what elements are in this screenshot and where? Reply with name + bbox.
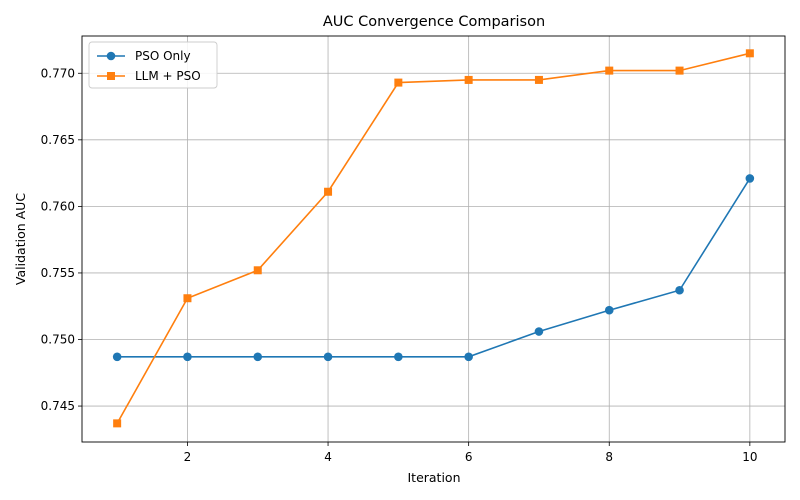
- data-point: [183, 352, 192, 362]
- series-line: [117, 178, 751, 358]
- x-tick-label: 2: [184, 450, 192, 464]
- data-point: [324, 187, 333, 196]
- data-point: [534, 75, 543, 84]
- data-point: [534, 327, 544, 336]
- data-point: [675, 66, 684, 75]
- chart-title: AUC Convergence Comparison: [323, 14, 545, 30]
- data-point: [253, 352, 263, 362]
- data-point: [464, 75, 473, 84]
- legend-marker: [106, 51, 116, 61]
- data-point: [112, 352, 122, 362]
- legend: PSO Only LLM + PSO: [88, 41, 218, 89]
- y-tick-label: 0.760: [41, 199, 75, 213]
- legend-label: PSO Only: [135, 49, 191, 63]
- data-point: [394, 78, 403, 87]
- data-point: [745, 49, 754, 58]
- data-point: [464, 352, 473, 362]
- y-tick-label: 0.745: [41, 399, 75, 413]
- data-point: [253, 266, 262, 275]
- y-axis-title: Validation AUC: [13, 193, 28, 285]
- data-point: [113, 419, 122, 428]
- ticks: 2 4 6 8 10 0.745 0.750 0.755 0.760 0.765 0.770: [41, 66, 758, 464]
- y-tick-label: 0.765: [41, 133, 75, 147]
- series-0: [112, 174, 755, 362]
- data-point: [183, 294, 192, 303]
- series-layer: [112, 49, 755, 428]
- legend-item: LLM + PSO: [97, 69, 201, 83]
- x-axis-title: Iteration: [407, 470, 460, 485]
- x-tick-label: 4: [324, 450, 332, 464]
- x-tick-label: 10: [742, 450, 757, 464]
- data-point: [394, 352, 403, 362]
- x-tick-label: 8: [605, 450, 613, 464]
- y-tick-label: 0.750: [41, 333, 75, 347]
- data-point: [675, 285, 684, 295]
- legend-item: PSO Only: [97, 49, 191, 63]
- series-line: [116, 52, 751, 424]
- y-tick-label: 0.770: [41, 66, 75, 80]
- grid: [82, 36, 785, 442]
- legend-marker: [107, 72, 115, 80]
- data-point: [745, 174, 755, 183]
- legend-label: LLM + PSO: [135, 69, 201, 83]
- x-tick-label: 6: [465, 450, 473, 464]
- series-1: [113, 49, 754, 428]
- data-point: [323, 352, 333, 362]
- data-point: [605, 66, 614, 75]
- y-tick-label: 0.755: [41, 266, 75, 280]
- data-point: [604, 305, 614, 315]
- plot-frame: [81, 35, 786, 443]
